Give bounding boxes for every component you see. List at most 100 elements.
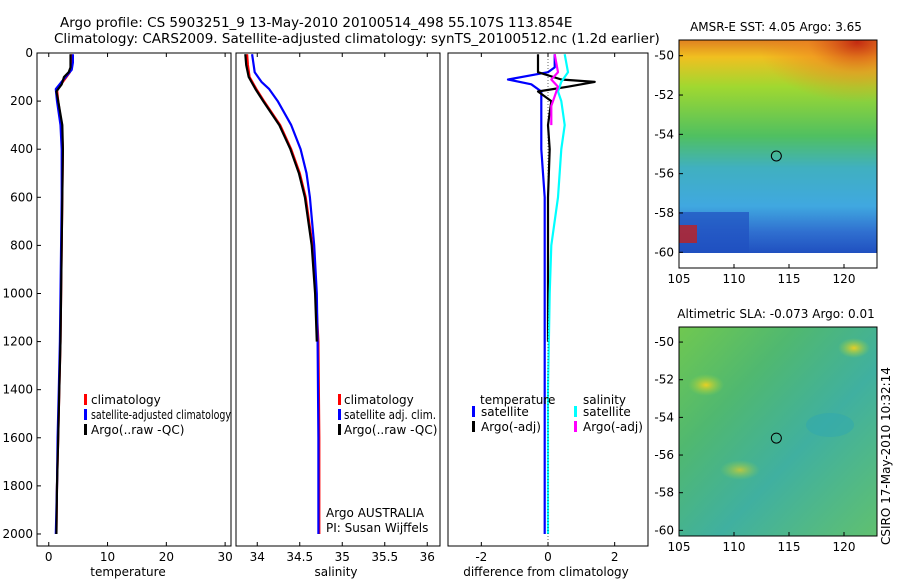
salinity-xtick-label-4: 36 [420,550,435,564]
temperature-y-ticks: 0 200 400 600 800 1000 1200 1400 1600 1800 2000 [2,46,41,541]
sst-map-title: AMSR-E SST: 4.05 Argo: 3.65 [690,20,862,34]
sst-map-panel: AMSR-E SST: 4.05 Argo: 3.65 105 110 115 120… [654,20,878,286]
temperature-ytick-label-1: 200 [10,94,33,108]
sst-warm-region [679,40,877,160]
sla-xtick-label-0: 105 [668,540,691,554]
temp-legend-argo: Argo(..raw -QC) [91,423,184,437]
temperature-axes-frame [36,52,232,547]
salinity-xtick-label-3: 35.5 [371,550,398,564]
salinity-xtick-label-0: 34 [250,550,265,564]
sla-high-region-3 [720,460,760,480]
temp-legend-swatch-climatology [84,394,87,405]
temperature-x-ticks: 0 10 20 30 [45,53,233,564]
diff-legend-swatch-temp-argo [472,421,475,432]
sla-low-region [806,413,854,437]
temperature-ytick-label-10: 2000 [2,527,33,541]
difference-xtick-label-2: 2 [611,550,619,564]
sst-ytick-label-2: -54 [654,127,674,141]
salinity-xlabel: salinity [314,565,357,579]
difference-xtick-label-0: -2 [475,550,487,564]
temperature-xtick-label-1: 10 [100,550,115,564]
temp-legend-swatch-satellite [84,409,87,420]
salinity-axes-frame [235,52,441,547]
salinity-xtick-label-2: 35 [335,550,350,564]
sst-map-ticks: 105 110 115 120 -50 -52 -54 -56 -58 -60 [654,49,855,286]
sal-legend-argo: Argo(..raw -QC) [344,423,437,437]
temp-legend-climatology: climatology [91,393,161,407]
sla-xtick-label-3: 120 [833,540,856,554]
salinity-xtick-label-1: 34.5 [286,550,313,564]
temperature-xtick-label-0: 0 [45,550,53,564]
sst-ytick-label-1: -52 [654,88,674,102]
salinity-panel: 34 34.5 35 35.5 36 salinity climatology sate… [235,52,441,579]
sla-ytick-label-3: -56 [654,448,674,462]
temperature-ytick-label-3: 600 [10,190,33,204]
diff-legend-swatch-sal-argo [574,421,577,432]
sal-legend-swatch-satellite [338,409,341,420]
sla-ytick-label-2: -54 [654,410,674,424]
salinity-series [244,54,321,534]
difference-panel: -2 0 2 difference from climatology tempera… [447,52,649,579]
sst-argo-location-marker [770,150,782,162]
salinity-legend: climatology satellite adj. clim. Argo(..… [338,393,437,437]
sal-legend-satellite: satellite adj. clim. [344,408,436,422]
temperature-ytick-label-9: 1800 [2,479,33,493]
difference-series [506,53,596,546]
diff-legend-sal-satellite: satellite [583,405,631,419]
diff-legend-temperature-title: temperature [480,393,555,407]
sla-xtick-label-1: 110 [723,540,746,554]
temperature-xtick-label-3: 30 [217,550,232,564]
temp-legend-satellite: satellite-adjusted climatology [91,408,231,422]
sla-ytick-label-1: -52 [654,373,674,387]
temperature-xtick-label-2: 20 [159,550,174,564]
sst-map-frame [678,39,878,269]
difference-series-salinity-argo-adj- [550,54,560,126]
temp-legend-swatch-argo [84,424,87,435]
temperature-series-argo-raw-qc- [55,54,72,535]
sst-xtick-label-1: 110 [723,272,746,286]
temperature-legend: climatology satellite-adjusted climatolo… [84,393,231,437]
temperature-panel: 0 200 400 600 800 1000 1200 1400 1600 1800 2000 0 1… [2,46,232,579]
sst-ytick-label-5: -60 [654,245,674,259]
salinity-series-argo-raw-qc- [244,54,318,342]
sla-ytick-label-4: -58 [654,486,674,500]
temperature-ytick-label-2: 400 [10,142,33,156]
header-line-2: Climatology: CARS2009. Satellite-adjuste… [54,31,660,47]
sst-xtick-label-3: 120 [833,272,856,286]
sst-ytick-label-4: -58 [654,206,674,220]
salinity-x-ticks: 34 34.5 35 35.5 36 [250,53,435,564]
temperature-ytick-label-5: 1000 [2,286,33,300]
temperature-ytick-label-6: 1200 [2,335,33,349]
sst-ytick-label-0: -50 [654,49,674,63]
sla-argo-location-marker [770,432,782,444]
diff-legend-temp-argo: Argo(-adj) [481,420,541,434]
diff-legend-sal-argo: Argo(-adj) [583,420,643,434]
diff-legend-temp-satellite: satellite [481,405,529,419]
credit-timestamp: CSIRO 17-May-2010 10:32:14 [879,367,893,545]
difference-legend: temperature satellite Argo(-adj) salinit… [472,393,643,434]
sla-high-region-1 [688,374,724,396]
sla-map-panel: Altimetric SLA: -0.073 Argo: 0.01 105 110… [654,307,878,554]
temperature-ytick-label-4: 800 [10,238,33,252]
sst-xtick-label-2: 115 [778,272,801,286]
diff-legend-swatch-temp-satellite [472,406,475,417]
sla-map-ticks: 105 110 115 120 -50 -52 -54 -56 -58 -60 [654,335,855,554]
sst-cold-patch [679,225,697,243]
sst-ytick-label-3: -56 [654,167,674,181]
sst-xtick-label-0: 105 [668,272,691,286]
diff-legend-salinity-title: salinity [583,393,626,407]
difference-xtick-label-1: 0 [544,550,552,564]
temperature-ytick-label-8: 1600 [2,431,33,445]
header-line-1: Argo profile: CS 5903251_9 13-May-2010 2… [60,15,572,31]
salinity-annotation-line-2: PI: Susan Wijffels [326,521,428,535]
salinity-annotation-line-1: Argo AUSTRALIA [326,506,425,520]
temperature-series [54,54,75,535]
sla-map-title: Altimetric SLA: -0.073 Argo: 0.01 [677,307,874,321]
sla-ytick-label-0: -50 [654,335,674,349]
diff-legend-swatch-sal-satellite [574,406,577,417]
temperature-ytick-label-7: 1400 [2,383,33,397]
sla-map-frame [678,326,878,537]
sst-no-data [679,253,877,268]
difference-xlabel: difference from climatology [463,565,629,579]
